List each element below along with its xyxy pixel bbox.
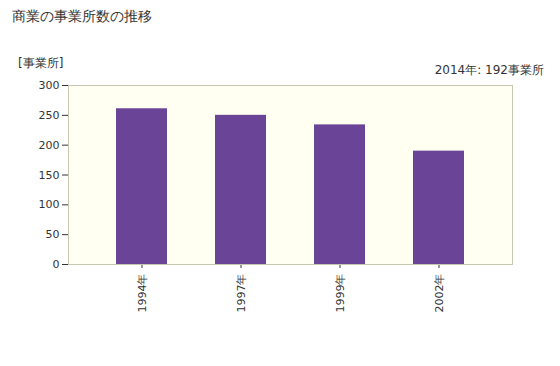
svg-text:300: 300 [39, 79, 60, 92]
svg-text:250: 250 [39, 109, 60, 122]
svg-text:1999年: 1999年 [334, 274, 347, 313]
svg-text:200: 200 [39, 139, 60, 152]
html-text:商業の事業所数の推移: 商業の事業所数の推移 [12, 8, 152, 24]
svg-text:2002年: 2002年 [433, 274, 446, 313]
svg-text:1997年: 1997年 [235, 274, 248, 313]
html-text:[事業所]: [事業所] [18, 56, 64, 70]
svg-text:50: 50 [46, 228, 60, 241]
svg-text:1994年: 1994年 [136, 274, 149, 313]
svg-text:0: 0 [53, 258, 60, 271]
svg-text:150: 150 [39, 169, 60, 182]
html-text:2014年: 192事業所: 2014年: 192事業所 [434, 63, 544, 77]
svg-text:100: 100 [39, 198, 60, 211]
